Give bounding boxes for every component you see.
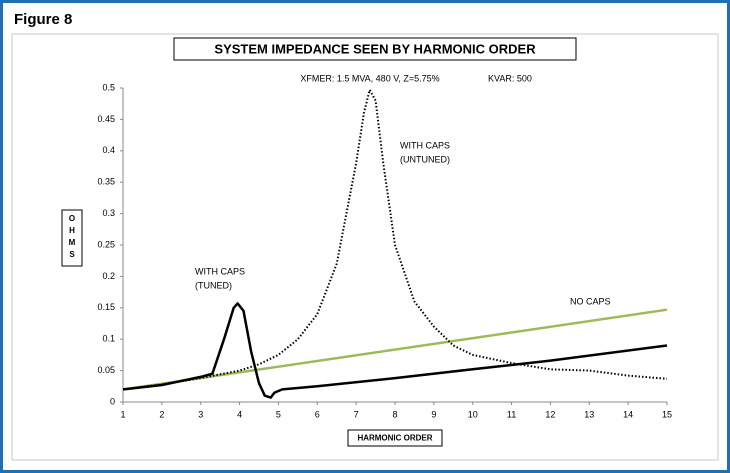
annotation: WITH CAPS [195, 266, 245, 276]
x-axis-label: HARMONIC ORDER [357, 434, 432, 443]
x-tick-label: 8 [392, 409, 397, 419]
x-tick-label: 3 [198, 409, 203, 419]
y-tick-label: 0.1 [102, 334, 115, 344]
x-tick-label: 9 [431, 409, 436, 419]
y-tick-label: 0.25 [97, 239, 115, 249]
xlabel-box [347, 429, 443, 447]
annotation: (UNTUNED) [400, 154, 450, 164]
annotation: WITH CAPS [400, 140, 450, 150]
y-tick-label: 0.2 [102, 271, 115, 281]
figure-label: Figure 8 [14, 11, 72, 28]
y-tick-label: 0.05 [97, 365, 115, 375]
x-tick-label: 15 [662, 409, 672, 419]
subtitle: KVAR: 500 [488, 73, 532, 83]
x-tick-label: 6 [315, 409, 320, 419]
chart-title: SYSTEM IMPEDANCE SEEN BY HARMONIC ORDER [214, 41, 536, 56]
x-tick-label: 10 [468, 409, 478, 419]
annotation: (TUNED) [195, 280, 232, 290]
annotation: NO CAPS [570, 296, 611, 306]
series-line [122, 302, 668, 399]
y-tick-label: 0.35 [97, 177, 115, 187]
ylabel-box [61, 209, 83, 267]
y-tick-label: 0.4 [102, 145, 115, 155]
x-tick-label: 13 [584, 409, 594, 419]
x-tick-label: 2 [159, 409, 164, 419]
x-tick-label: 11 [507, 409, 516, 419]
y-tick-label: 0 [110, 396, 115, 406]
x-tick-label: 7 [354, 409, 359, 419]
y-tick-label: 0.15 [97, 302, 115, 312]
x-tick-label: 12 [545, 409, 555, 419]
title-box [173, 37, 577, 61]
x-tick-label: 4 [237, 409, 242, 419]
y-tick-label: 0.3 [102, 208, 115, 218]
x-tick-label: 14 [623, 409, 633, 419]
subtitle: XFMER: 1.5 MVA, 480 V, Z=5.75% [300, 73, 439, 83]
x-tick-label: 1 [120, 409, 125, 419]
y-tick-label: 0.5 [102, 82, 115, 92]
y-axis-label: OHMS [68, 214, 77, 262]
x-tick-label: 5 [276, 409, 281, 419]
chart-panel [11, 33, 719, 461]
y-tick-label: 0.45 [97, 114, 115, 124]
